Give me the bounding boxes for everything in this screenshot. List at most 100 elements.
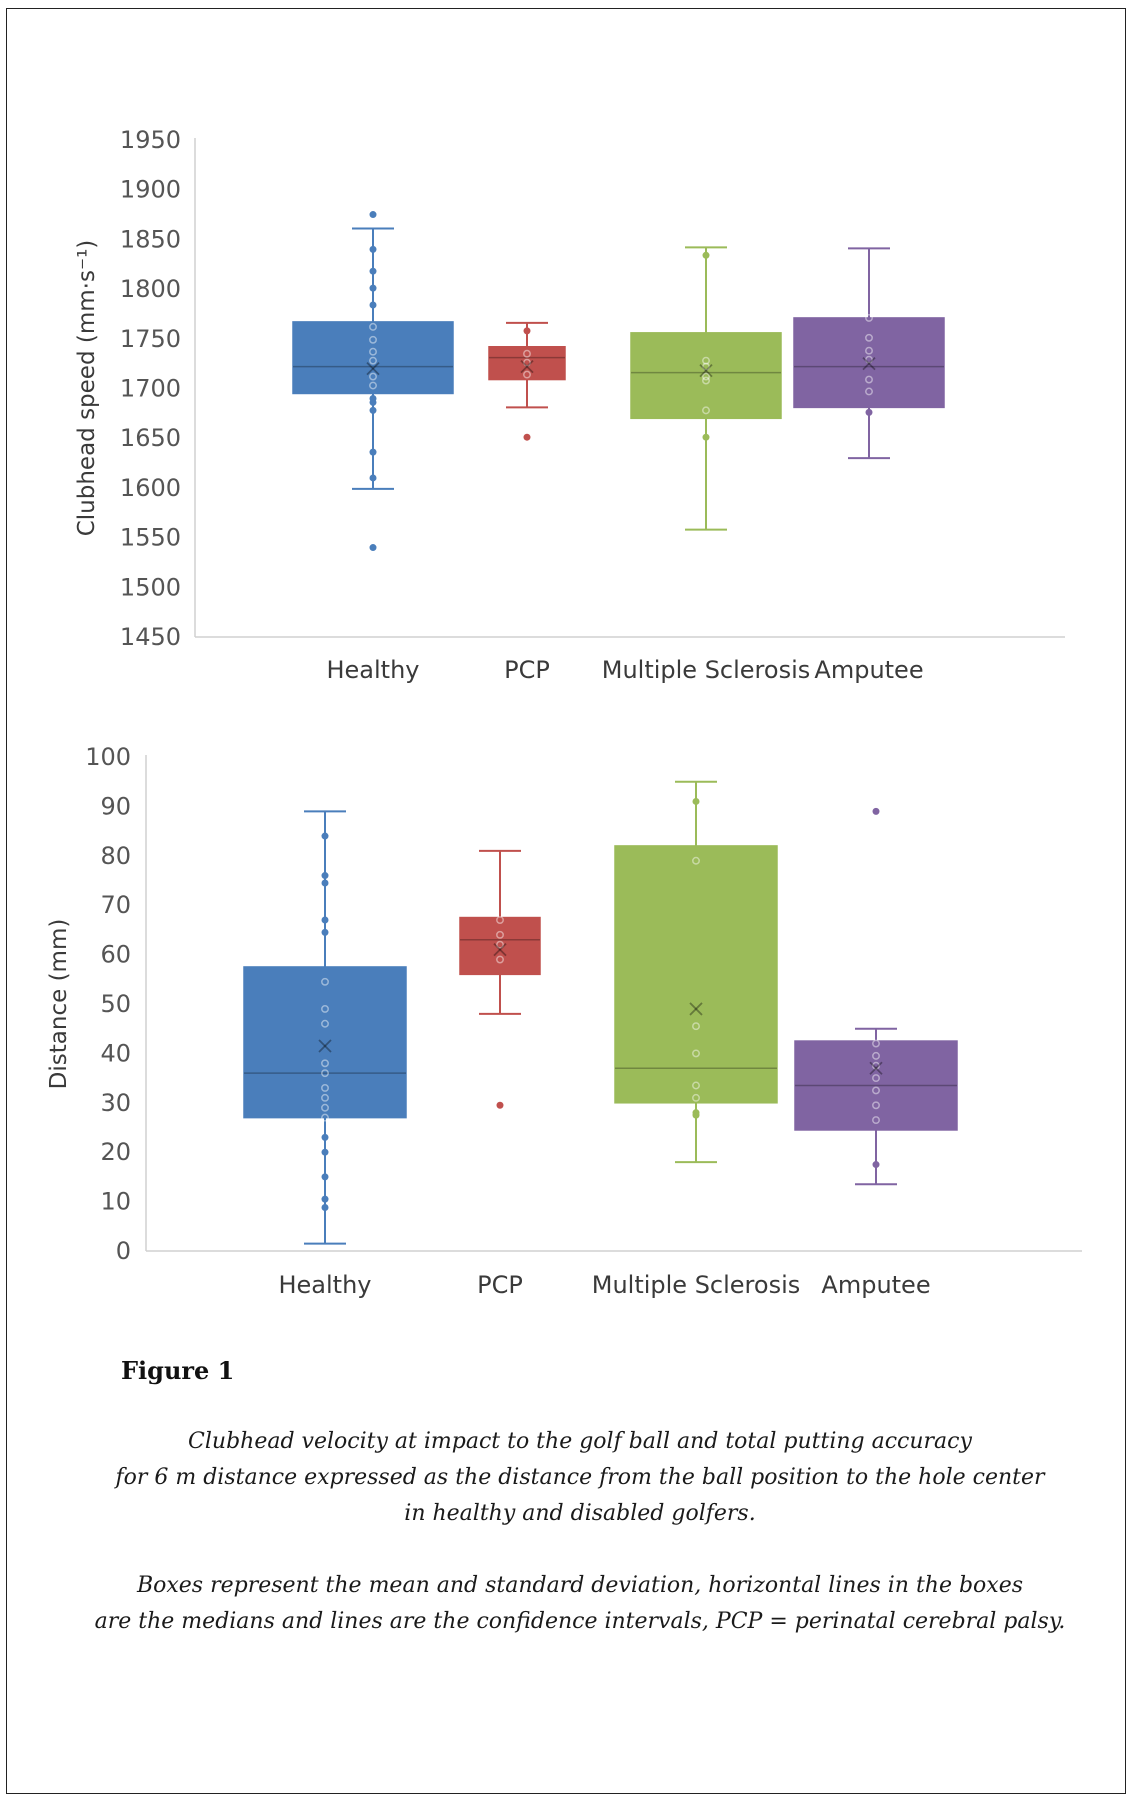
mean-marker-stroke: [366, 361, 380, 376]
data-point: [321, 1195, 329, 1203]
y-tick-label: 20: [100, 1138, 131, 1166]
data-point: [321, 1093, 329, 1102]
y-tick-label: 0: [116, 1237, 131, 1265]
data-point: [321, 1204, 329, 1212]
data-point: [321, 977, 329, 986]
x-category-label: Healthy: [326, 656, 419, 684]
caption-line: Clubhead velocity at impact to the golf …: [188, 1429, 972, 1454]
data-point: [369, 448, 377, 456]
data-point: [692, 1022, 700, 1031]
box-rect: [793, 317, 945, 409]
mean-marker-stroke: [689, 1002, 703, 1016]
mean-marker-stroke: [869, 1061, 883, 1075]
box-healthy: [243, 810, 407, 1245]
data-point: [865, 333, 873, 342]
outlier-point: [523, 433, 531, 441]
outlier-point: [872, 807, 880, 815]
mean-marker: [366, 361, 380, 376]
mean-marker: [318, 1039, 332, 1053]
data-point: [692, 1049, 700, 1058]
data-point: [702, 433, 710, 441]
data-point: [321, 1084, 329, 1092]
data-point: [702, 362, 710, 371]
y-tick-label: 40: [100, 1039, 131, 1067]
y-tick-label: 1750: [120, 325, 181, 353]
box-rect: [614, 845, 778, 1104]
outlier-point: [369, 544, 377, 552]
data-point: [321, 1113, 329, 1122]
data-point: [321, 832, 329, 840]
data-point: [321, 1148, 329, 1156]
data-point: [321, 872, 329, 880]
outlier-point: [496, 1101, 504, 1109]
box-rect: [794, 1040, 958, 1131]
data-point: [865, 346, 873, 355]
data-point: [369, 284, 377, 292]
data-point: [872, 1116, 880, 1125]
mean-marker-stroke: [520, 359, 534, 374]
data-point: [872, 1039, 880, 1048]
data-point: [369, 398, 377, 406]
data-point: [321, 1103, 329, 1112]
y-tick-label: 1900: [120, 176, 181, 204]
mean-marker-stroke: [699, 363, 713, 378]
data-point: [702, 372, 710, 381]
y-tick-label: 50: [100, 990, 131, 1018]
data-point: [865, 408, 873, 416]
data-point: [369, 301, 377, 309]
data-point: [369, 245, 377, 253]
x-category-label: PCP: [504, 656, 550, 684]
mean-marker: [689, 1002, 703, 1016]
y-axis-label: Distance (mm): [46, 919, 72, 1090]
data-point: [369, 347, 377, 356]
mean-marker-stroke: [493, 943, 507, 957]
box-healthy: [292, 211, 454, 552]
mean-marker-stroke: [699, 363, 713, 378]
box-amputee: [793, 247, 945, 460]
y-tick-label: 1550: [120, 524, 181, 552]
clubhead-speed-chart: 1450 1500 1550 1600 1650 1700 1750 1800 1850 1900…: [74, 126, 1065, 684]
y-tick-label: 10: [100, 1188, 131, 1216]
mean-marker-stroke: [318, 1039, 332, 1053]
data-point: [692, 1111, 700, 1119]
mean-marker: [493, 943, 507, 957]
mean-marker-stroke: [366, 361, 380, 376]
x-category-label: Multiple Sclerosis: [602, 656, 811, 684]
data-point: [369, 356, 377, 365]
data-point: [865, 313, 873, 322]
mean-marker: [520, 359, 534, 374]
data-point: [321, 1059, 329, 1068]
mean-marker-stroke: [862, 357, 876, 371]
figure-caption: Clubhead velocity at impact to the golf …: [60, 1424, 1100, 1532]
data-point: [369, 406, 377, 414]
data-point: [872, 1051, 880, 1060]
data-point: [523, 327, 531, 335]
box-rect: [488, 346, 566, 381]
data-point: [872, 1074, 880, 1083]
data-point: [321, 1173, 329, 1181]
box-multiple-sclerosis: [630, 246, 782, 531]
data-point: [496, 955, 504, 964]
box-pcp: [488, 321, 566, 441]
y-tick-label: 1650: [120, 424, 181, 452]
data-point: [369, 335, 377, 344]
mean-marker-stroke: [318, 1039, 332, 1053]
data-point: [523, 358, 531, 367]
page-frame: [6, 8, 1126, 1794]
box-pcp: [459, 849, 541, 1109]
data-point: [692, 1093, 700, 1102]
data-point: [865, 355, 873, 364]
y-tick-label: 70: [100, 891, 131, 919]
data-point: [865, 387, 873, 396]
mean-marker: [699, 363, 713, 378]
box-multiple-sclerosis: [614, 780, 778, 1164]
y-axis-label: Clubhead speed (mm·s⁻¹): [74, 240, 100, 537]
y-tick-label: 1600: [120, 474, 181, 502]
data-point: [321, 928, 329, 936]
y-tick-label: 1950: [120, 126, 181, 154]
y-tick-label: 1800: [120, 275, 181, 303]
data-point: [872, 1086, 880, 1095]
data-point: [523, 349, 531, 358]
y-tick-label: 1700: [120, 375, 181, 403]
box-rect: [243, 966, 407, 1119]
